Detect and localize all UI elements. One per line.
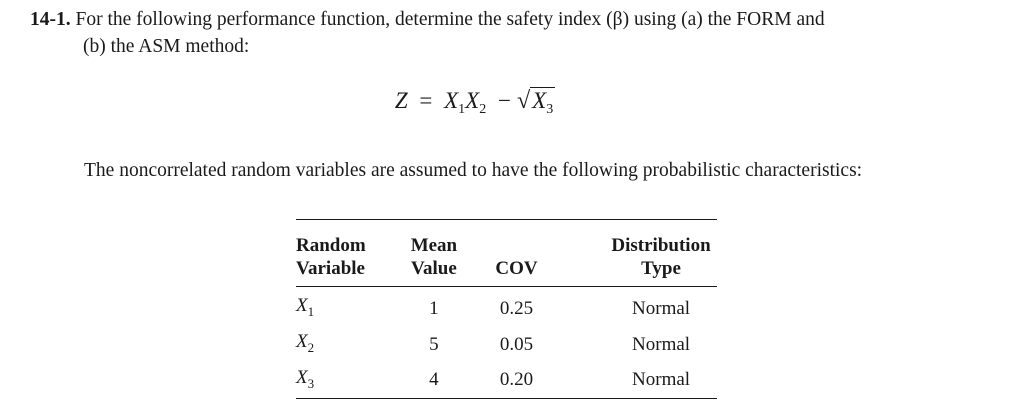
cell-cov: 0.20 <box>499 369 534 391</box>
cell-cov: 0.25 <box>499 297 534 319</box>
eq-lhs: Z <box>394 88 408 113</box>
table-row: X3 4 0.20 Normal <box>296 363 717 399</box>
performance-function: Z = X1X2 − √X3 <box>0 87 950 118</box>
table-row: X2 5 0.05 Normal <box>296 327 717 363</box>
eq-equals: = <box>419 88 433 113</box>
cell-variable: X2 <box>296 330 315 355</box>
eq-x1-sub: 1 <box>458 102 466 117</box>
cell-distribution: Normal <box>632 333 691 355</box>
eq-x2-sub: 2 <box>479 102 487 117</box>
problem-number: 14-1. <box>30 9 71 30</box>
variables-note: The noncorrelated random variables are a… <box>84 160 863 181</box>
problem-statement: 14-1. For the following performance func… <box>30 6 990 60</box>
cell-cov: 0.05 <box>499 333 534 355</box>
header-cov: COV <box>495 258 538 279</box>
cell-mean: 4 <box>429 369 439 391</box>
cell-variable: X3 <box>296 366 315 391</box>
eq-x2: X <box>465 88 480 113</box>
table-row: X1 1 0.25 Normal <box>296 287 717 327</box>
probabilistic-characteristics-table: Random Variable Mean Value COV Distributio… <box>296 219 717 400</box>
cell-variable: X1 <box>296 295 315 319</box>
eq-x1: X <box>444 88 459 113</box>
problem-text-line1: For the following performance function, … <box>75 9 825 30</box>
eq-x3-sub: 3 <box>546 102 554 117</box>
problem-text-line2: (b) the ASM method: <box>83 36 250 57</box>
table-header-row: Random Variable Mean Value COV Distributio… <box>296 220 717 287</box>
cell-distribution: Normal <box>632 297 691 319</box>
sqrt-symbol: √ <box>516 88 531 114</box>
header-distribution-type: Distribution Type <box>611 235 711 279</box>
header-mean-value: Mean Value <box>410 235 458 279</box>
eq-x3: X <box>532 88 547 113</box>
header-random-variable: Random Variable <box>296 235 366 279</box>
cell-mean: 1 <box>429 297 439 319</box>
eq-minus: − <box>497 88 511 113</box>
cell-mean: 5 <box>429 333 439 355</box>
eq-radicand: X3 <box>530 87 556 117</box>
cell-distribution: Normal <box>632 369 691 391</box>
